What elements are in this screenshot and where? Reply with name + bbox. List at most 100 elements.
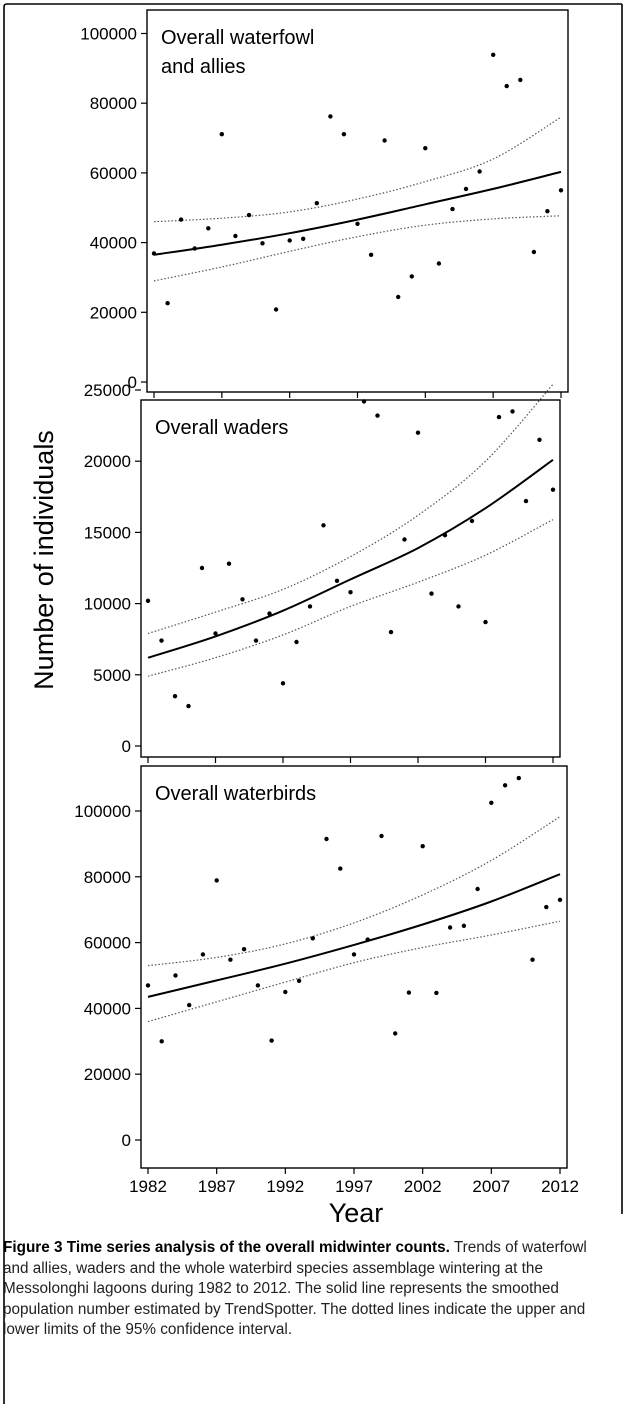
x-tick-label: 1982 [129,1177,167,1196]
data-point [280,681,286,686]
data-point [415,430,421,435]
data-point [477,169,482,174]
data-point [159,638,164,643]
data-point [456,604,461,609]
data-point [489,800,494,805]
data-point [246,212,252,218]
data-point [172,694,178,699]
y-tick-label: 100000 [80,25,137,44]
y-tick-label: 20000 [84,1065,131,1084]
data-point [165,301,170,306]
data-point [461,923,467,928]
data-point [214,878,219,883]
data-point [348,590,353,595]
data-point [375,413,380,418]
x-axis-title: Year [329,1198,384,1228]
data-point [530,957,535,962]
panel-title: and allies [161,56,246,78]
data-point [379,833,384,839]
data-point [173,973,178,978]
data-point [283,989,288,995]
data-point [557,897,563,902]
data-point [518,77,523,83]
data-point [355,221,360,226]
data-point [537,437,542,442]
figure-caption: Figure 3 Time series analysis of the ove… [3,1238,615,1341]
data-point [233,233,238,239]
upper-ci-line [153,116,562,223]
y-tick-label: 25000 [84,381,131,400]
data-point [307,604,313,609]
data-point [504,83,509,89]
y-tick-label: 10000 [84,595,131,614]
data-point [228,957,233,962]
data-point [145,983,151,988]
data-point [365,937,370,942]
data-point [475,886,480,892]
data-point [199,565,205,571]
panel-3: 0 20000 40000 60000 80000 100000 1982 1987 1992 1… [74,765,579,1196]
y-tick-label: 0 [128,373,137,392]
figure-border [3,3,622,1404]
panel-title: Overall waders [155,417,288,439]
data-point [341,132,347,137]
data-point [351,952,357,957]
data-point [296,978,302,983]
panel-title: Overall waterfowl [161,27,314,49]
data-point [321,523,326,528]
y-tick-label: 0 [122,737,131,756]
y-tick-label: 100000 [74,802,131,821]
upper-ci-line [147,383,554,635]
x-tick-label: 1997 [335,1177,373,1196]
y-tick-label: 15000 [84,523,131,542]
data-point [328,114,333,119]
data-point [338,866,343,871]
trend-line [153,170,562,256]
data-point [145,598,151,603]
data-point [436,261,442,266]
data-point [287,238,292,243]
data-point [447,925,453,930]
trend-line [147,873,561,998]
data-point [159,1039,164,1044]
trend-line [147,458,554,659]
y-tick-label: 40000 [90,234,137,253]
data-point [502,783,508,788]
data-point [382,138,387,143]
x-tick-label: 2012 [541,1177,579,1196]
data-point [510,409,515,414]
data-point [213,631,218,636]
data-point [463,186,469,192]
y-tick-label: 60000 [84,934,131,953]
data-point [409,274,414,279]
data-point [516,775,521,781]
data-point [267,611,272,616]
data-point [226,561,232,566]
data-point [406,990,412,995]
data-point [442,533,448,538]
data-point [545,209,550,214]
data-point [388,629,394,635]
y-tick-label: 20000 [90,303,137,322]
data-point [186,703,191,709]
data-point [523,498,529,504]
panel-frame [140,765,568,1169]
data-point [269,1038,274,1043]
caption-title: Figure 3 Time series analysis of the ove… [3,1239,450,1256]
data-point [192,246,197,251]
panel-2: 0 5000 10000 15000 20000 25000 Overall waders [84,381,561,763]
y-tick-label: 80000 [90,94,137,113]
data-point [273,307,279,312]
data-point [550,487,556,492]
y-axis-title: Number of individuals [29,430,59,690]
data-point [178,217,184,222]
data-point [334,578,340,583]
data-point [301,236,306,241]
data-point [434,990,439,996]
y-tick-label: 0 [122,1131,131,1150]
data-point [423,146,428,151]
data-point [241,947,247,952]
x-tick-label: 1992 [266,1177,304,1196]
upper-ci-line [147,816,561,967]
